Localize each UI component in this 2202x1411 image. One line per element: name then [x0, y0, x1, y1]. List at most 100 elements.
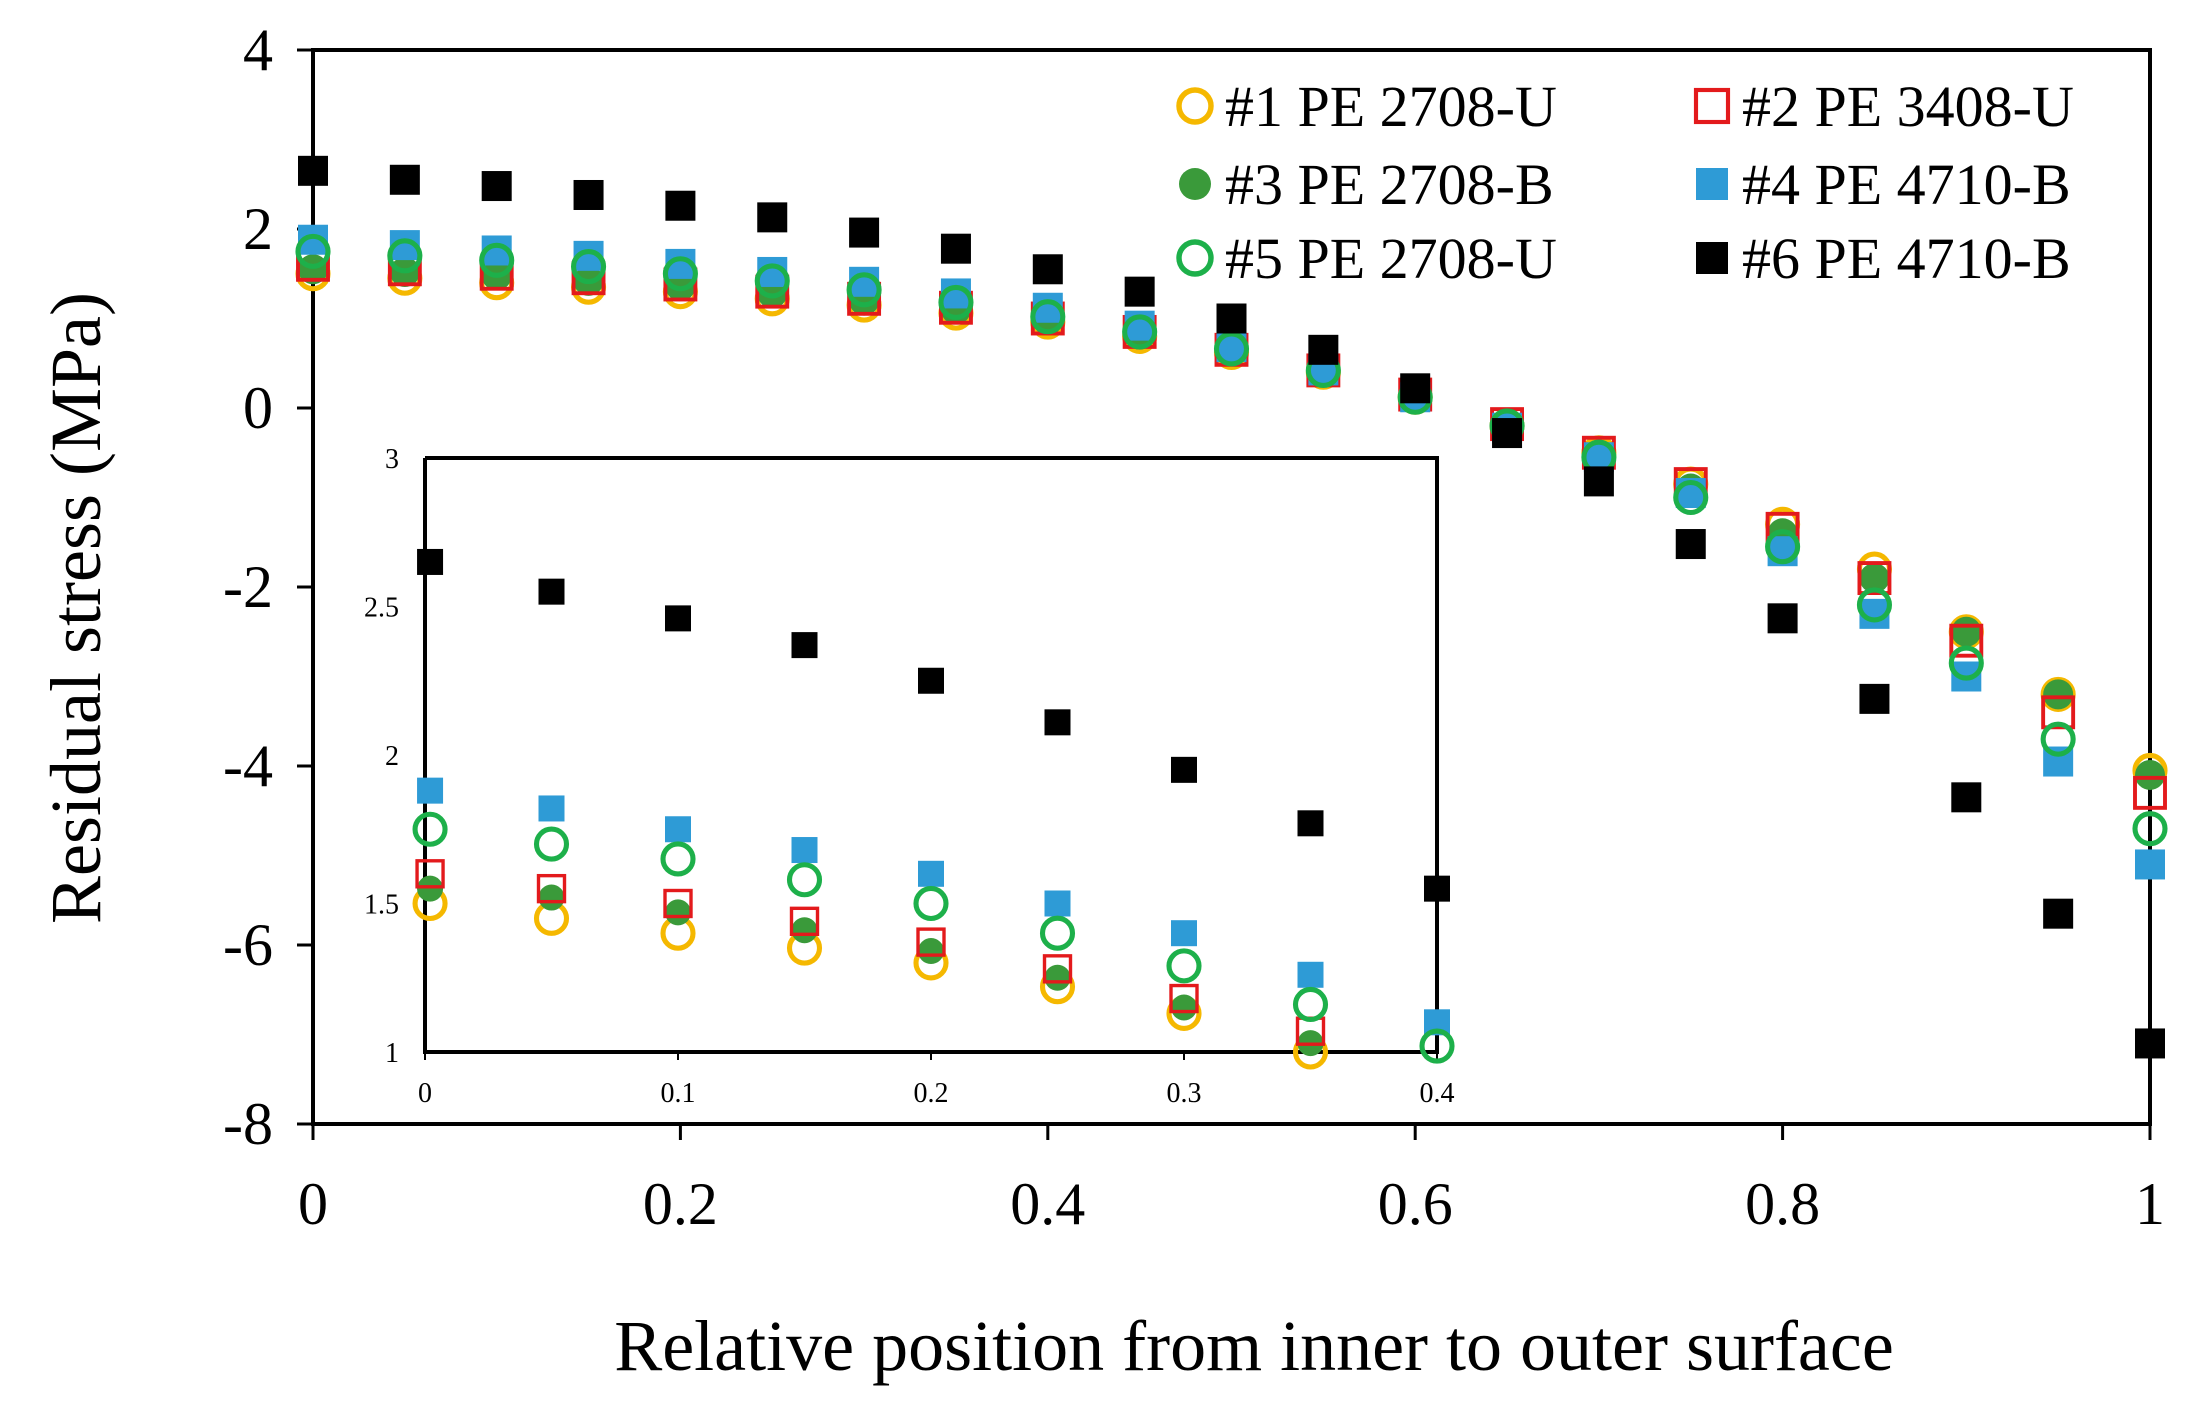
inset-data-point: [1424, 875, 1450, 902]
data-point: [1675, 529, 1706, 560]
legend-marker: [1176, 239, 1214, 277]
data-point: [1859, 563, 1890, 594]
inset-plot: 1 1.5 2 2.5 3 0 0.1 0.2 0.3 0.4: [364, 444, 1455, 1109]
inset-data-point: [533, 826, 570, 862]
data-point: [573, 179, 604, 210]
inset-data-point: [538, 795, 565, 822]
inset-data-point: [1039, 915, 1076, 951]
inset-data-point: [417, 548, 444, 575]
inset-data-point: [789, 906, 820, 937]
data-point: [479, 242, 515, 278]
inset-data-point: [538, 578, 565, 605]
inset-data-point: [1292, 986, 1329, 1023]
inset-x-tick-label: 0.3: [1167, 1078, 1202, 1109]
inset-data-point: [1044, 890, 1071, 917]
inset-data-point: [918, 938, 944, 965]
legend-label: #4 PE 4710-B: [1742, 152, 2071, 217]
inset-data-point: [1297, 810, 1324, 837]
data-point: [1856, 587, 1892, 623]
inset-data-point: [1171, 756, 1197, 783]
main-plot: -8 -6 -4 -2 0 2 4 0 0.2 0.4 0.6 0.8 1: [223, 17, 2168, 1237]
inset-series-2-pe-3408-u: [415, 859, 1326, 1046]
data-point: [387, 238, 423, 274]
data-point: [295, 233, 331, 269]
legend-item-6-pe-4710-b: #6 PE 4710-B: [1696, 226, 2071, 291]
legend-item-4-pe-4710-b: #4 PE 4710-B: [1696, 152, 2071, 217]
inset-data-point: [1166, 948, 1202, 984]
inset-data-point: [1171, 994, 1197, 1021]
x-tick-label: 1: [2135, 1171, 2165, 1237]
data-point: [298, 155, 328, 186]
inset-data-point: [791, 917, 818, 944]
legend-marker: [1696, 168, 1728, 200]
data-point: [1213, 331, 1250, 367]
legend-item-1-pe-2708-u: #1 PE 2708-U: [1176, 74, 1557, 139]
y-axis-label: Residual stress (MPa): [36, 292, 116, 924]
data-point: [757, 202, 788, 233]
inset-data-point: [791, 837, 818, 864]
inset-data-point: [417, 875, 444, 902]
inset-data-point: [918, 667, 944, 694]
data-point: [1673, 479, 1709, 516]
inset-data-point: [665, 605, 691, 632]
data-point: [481, 171, 512, 202]
y-tick-label: -4: [223, 733, 273, 799]
data-point: [938, 284, 974, 320]
inset-data-point: [663, 888, 693, 919]
data-point: [1857, 561, 1892, 595]
inset-data-point: [665, 816, 691, 843]
legend-label: #2 PE 3408-U: [1742, 74, 2074, 139]
inset-data-point: [791, 632, 818, 659]
legend: #1 PE 2708-U #2 PE 3408-U #3 PE 2708-B #4 P…: [1176, 74, 2074, 291]
data-point: [1951, 616, 1982, 647]
y-tick-label: -8: [223, 1091, 273, 1157]
inset-x-tick-label: 0: [418, 1078, 432, 1109]
data-point: [2040, 721, 2076, 757]
data-point: [2043, 679, 2074, 710]
x-tick-label: 0.6: [1378, 1171, 1453, 1237]
series-6-pe-4710-b: [298, 155, 2165, 1059]
y-tick-label: 2: [243, 196, 273, 262]
legend-label: #3 PE 2708-B: [1225, 152, 1554, 217]
data-point: [1492, 418, 1523, 449]
data-point: [2132, 811, 2168, 847]
data-point: [2135, 759, 2165, 790]
inset-series-6-pe-4710-b: [417, 548, 1450, 902]
inset-data-point: [536, 873, 567, 904]
legend-label: #5 PE 2708-U: [1225, 226, 1557, 291]
inset-data-point: [417, 777, 444, 804]
inset-data-point: [913, 885, 949, 922]
data-point: [1308, 334, 1339, 365]
data-point: [1030, 299, 1066, 335]
data-point: [665, 190, 696, 221]
inset-y-tick-label: 2.5: [364, 593, 399, 624]
legend-marker: [1176, 87, 1214, 125]
inset-y-tick-label: 2: [385, 741, 399, 772]
x-tick-label: 0: [298, 1171, 328, 1237]
x-axis-label: Relative position from inner to outer su…: [614, 1306, 1894, 1386]
legend-marker: [1179, 168, 1211, 200]
legend-marker: [1696, 242, 1728, 274]
data-point: [1949, 623, 1984, 658]
y-tick-label: 0: [243, 375, 273, 441]
data-point: [940, 233, 971, 264]
legend-marker: [1693, 87, 1731, 125]
y-tick-label: 4: [243, 17, 273, 83]
data-point: [1400, 373, 1431, 404]
inset-data-point: [412, 811, 448, 847]
data-point: [1122, 314, 1158, 350]
inset-x-tick-label: 0.4: [1420, 1078, 1455, 1109]
data-point: [1124, 276, 1155, 307]
inset-data-point: [1044, 964, 1071, 991]
inset-data-point: [1171, 920, 1197, 947]
inset-data-point: [918, 860, 944, 887]
data-point: [570, 249, 607, 285]
data-point: [1583, 466, 1614, 497]
inset-y-tick-label: 1: [385, 1038, 399, 1069]
data-point: [1216, 303, 1247, 334]
inset-x-tick-label: 0.2: [914, 1078, 949, 1109]
inset-data-point: [415, 859, 445, 889]
x-tick-label: 0.4: [1010, 1171, 1085, 1237]
data-point: [389, 164, 420, 195]
